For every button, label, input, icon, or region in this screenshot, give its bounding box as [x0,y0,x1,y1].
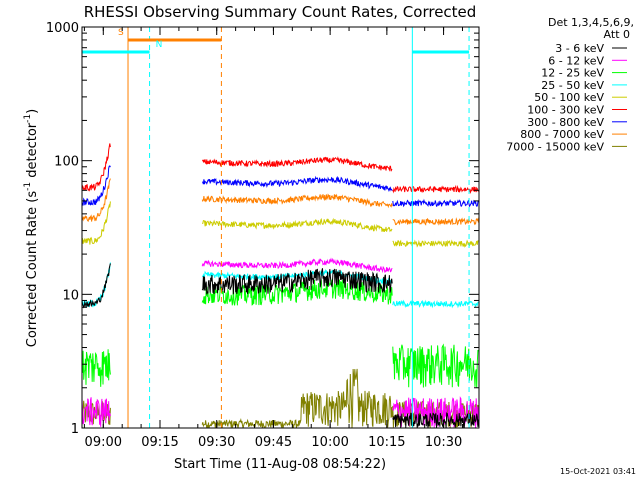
x-tick-label-09:15: 09:15 [141,435,178,450]
series-line-50-100-kev [82,201,479,248]
tick-labels: 1 10 100 1000 09:00 09:15 09:30 09:45 10:00 10:15… [46,21,462,450]
legend-label-1: 6 - 12 keV [548,54,604,67]
series-line-25-50-kev [82,262,479,309]
y-tick-label-1000: 1000 [46,21,79,36]
y-label-main: Corrected Count Rate (s [25,191,40,348]
legend-label-8: 7000 - 15000 keV [506,140,604,153]
flag-label-S: S [118,28,124,38]
x-tick-label-09:00: 09:00 [85,435,122,450]
y-label-sup2: -1 [23,114,33,123]
y-axis-label: Corrected Count Rate (s-1 detector-1) [23,109,40,347]
series-line-6-12-kev [82,257,479,428]
y-tick-label-10: 10 [62,288,79,303]
y-label-sup1: -1 [23,182,33,191]
x-tick-label-10:00: 10:00 [311,435,348,450]
x-axis-label: Start Time (11-Aug-08 08:54:22) [174,457,386,472]
series-line-800-7000-kev [82,178,479,226]
x-tick-label-09:45: 09:45 [255,435,292,450]
legend-label-3: 25 - 50 keV [541,79,604,92]
x-tick-label-09:30: 09:30 [198,435,235,450]
y-tick-label-1: 1 [71,422,79,437]
legend-label-7: 800 - 7000 keV [520,128,604,141]
legend-label-2: 12 - 25 keV [541,67,604,80]
y-label-end: ) [25,109,40,114]
x-tick-label-10:30: 10:30 [425,435,462,450]
timestamp: 15-Oct-2021 03:41 [560,467,636,476]
series-line-300-800-kev [82,165,479,208]
chart-title: RHESSI Observing Summary Count Rates, Co… [84,3,477,21]
y-tick-label-100: 100 [54,155,79,170]
axes [81,26,480,429]
flag-bars: SN [82,28,470,54]
y-label-mid: detector [25,122,40,182]
plot-area [82,143,479,428]
legend-header-detectors: Det 1,3,4,5,6,9, [548,16,634,29]
legend-header-attenuator: Att 0 [604,28,630,41]
plot-frame [81,26,480,429]
flag-label-N: N [156,40,163,50]
series-line-12-25-kev [82,278,479,388]
legend-label-6: 300 - 800 keV [527,116,604,129]
legend-label-0: 3 - 6 keV [555,42,604,55]
series-line-3-6-kev [82,263,479,428]
series-group [82,143,479,428]
series-line-100-300-kev [82,143,479,194]
legend-label-4: 50 - 100 keV [534,91,604,104]
time-markers [127,27,470,428]
x-tick-label-10:15: 10:15 [368,435,405,450]
legend-label-5: 100 - 300 keV [527,104,604,117]
